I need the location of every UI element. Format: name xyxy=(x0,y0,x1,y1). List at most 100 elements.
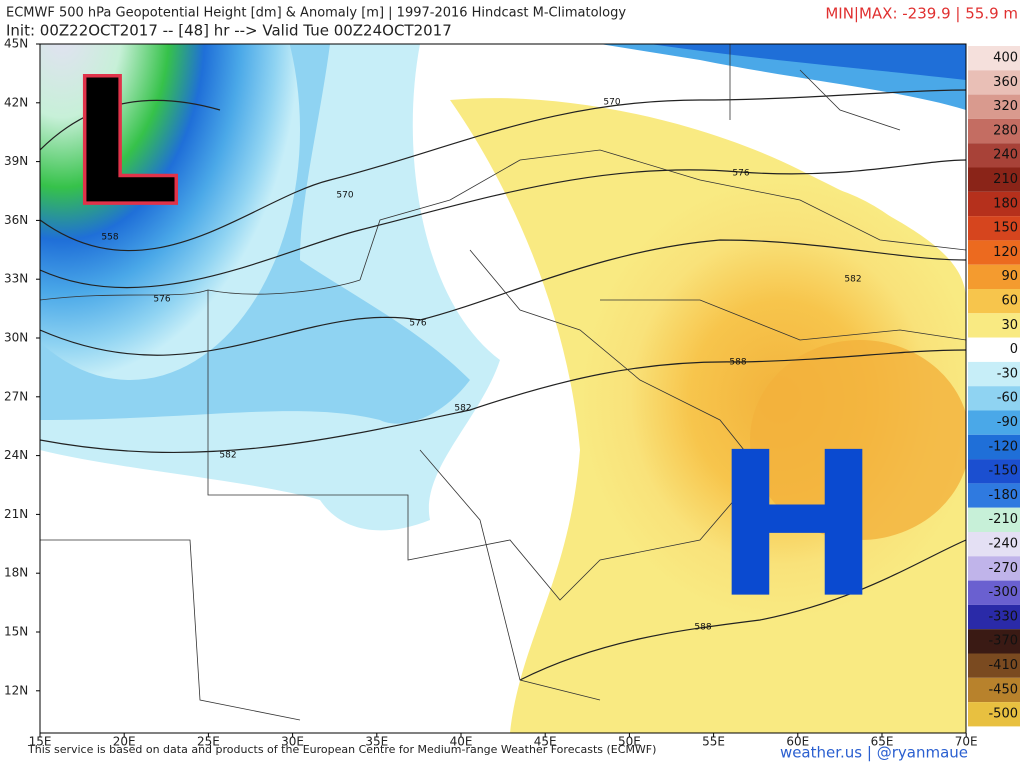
colorbar-swatch xyxy=(968,604,1020,630)
lon-label: 45E xyxy=(534,735,557,749)
credit: weather.us | @ryanmaue xyxy=(780,744,968,762)
colorbar-label: 210 xyxy=(993,172,1018,187)
lat-label: 36N xyxy=(4,213,28,227)
colorbar-swatch xyxy=(968,629,1020,654)
colorbar-swatch xyxy=(968,507,1020,532)
colorbar-label: -330 xyxy=(988,609,1018,624)
colorbar-swatch xyxy=(968,264,1020,289)
lat-label: 30N xyxy=(4,331,28,345)
lon-label: 50E xyxy=(618,735,641,749)
title: ECMWF 500 hPa Geopotential Height [dm] &… xyxy=(6,6,626,21)
colorbar-label: -120 xyxy=(988,439,1018,454)
contour-label: 570 xyxy=(336,191,353,201)
colorbar-label: -180 xyxy=(988,488,1018,503)
colorbar-label: 400 xyxy=(993,51,1018,66)
colorbar-label: -240 xyxy=(988,537,1018,552)
colorbar-label: -270 xyxy=(988,561,1018,576)
colorbar-swatch xyxy=(968,313,1020,338)
contour-label: 582 xyxy=(219,451,236,461)
lon-label: 35E xyxy=(365,735,388,749)
colorbar-swatch xyxy=(968,459,1020,484)
colorbar-swatch xyxy=(968,240,1020,265)
colorbar-label: -500 xyxy=(988,707,1018,722)
colorbar-label: 150 xyxy=(993,221,1018,236)
high-marker: H xyxy=(713,410,880,643)
colorbar-swatch xyxy=(968,289,1020,314)
colorbar-swatch xyxy=(968,118,1020,144)
colorbar-swatch xyxy=(968,677,1020,703)
colorbar-swatch xyxy=(968,70,1020,95)
colorbar-swatch xyxy=(968,191,1020,217)
lat-label: 39N xyxy=(4,154,28,168)
colorbar-swatch xyxy=(968,483,1020,508)
colorbar-swatch xyxy=(968,216,1020,241)
colorbar-label: -90 xyxy=(997,415,1018,430)
disclaimer: This service is based on data and produc… xyxy=(27,743,656,756)
colorbar-label: -410 xyxy=(988,658,1018,673)
contour-label: 576 xyxy=(409,319,426,329)
lon-label: 25E xyxy=(197,735,220,749)
colorbar-label: 60 xyxy=(1001,294,1018,309)
lon-label: 70E xyxy=(955,735,978,749)
lat-label: 33N xyxy=(4,272,28,286)
colorbar-label: -210 xyxy=(988,512,1018,527)
init-time: Init: 00Z22OCT2017 -- [48] hr --> Valid … xyxy=(6,22,452,40)
contour-label: 582 xyxy=(454,404,471,414)
colorbar-label: 30 xyxy=(1001,318,1018,333)
colorbar-label: -30 xyxy=(997,366,1018,381)
lon-label: 20E xyxy=(113,735,136,749)
contour-label: 588 xyxy=(694,623,711,633)
lat-label: 24N xyxy=(4,448,28,462)
contour-label: 558 xyxy=(101,233,118,243)
colorbar-swatch xyxy=(968,94,1020,119)
lat-label: 27N xyxy=(4,389,28,403)
colorbar-label: 0 xyxy=(1010,342,1018,357)
colorbar-swatch xyxy=(968,410,1020,435)
min-max: MIN|MAX: -239.9 | 55.9 m xyxy=(825,5,1018,23)
colorbar-swatch xyxy=(968,167,1020,192)
colorbar-label: 120 xyxy=(993,245,1018,260)
contour-label: 588 xyxy=(729,358,746,368)
contour-label: 582 xyxy=(844,275,861,285)
lat-label: 45N xyxy=(4,37,28,51)
colorbar-label: -150 xyxy=(988,464,1018,479)
colorbar-swatch xyxy=(968,46,1020,71)
colorbar-swatch xyxy=(968,653,1020,678)
colorbar-label: 180 xyxy=(993,196,1018,211)
colorbar-swatch xyxy=(968,434,1020,460)
colorbar-swatch xyxy=(968,143,1020,168)
colorbar-label: 240 xyxy=(993,148,1018,163)
colorbar-label: 320 xyxy=(993,99,1018,114)
map-area xyxy=(40,44,966,733)
colorbar-label: 360 xyxy=(993,75,1018,90)
contour-label: 576 xyxy=(153,295,170,305)
colorbar-swatch xyxy=(968,361,1020,387)
colorbar-label: -450 xyxy=(988,682,1018,697)
colorbar-label: 280 xyxy=(993,123,1018,138)
lon-label: 60E xyxy=(786,735,809,749)
lat-label: 15N xyxy=(4,625,28,639)
lon-label: 15E xyxy=(29,735,52,749)
colorbar-label: -370 xyxy=(988,634,1018,649)
lon-label: 65E xyxy=(871,735,894,749)
lon-label: 40E xyxy=(450,735,473,749)
map-frame xyxy=(39,43,967,734)
contour-label: 576 xyxy=(732,169,749,179)
lat-label: 18N xyxy=(4,566,28,580)
colorbar-swatch xyxy=(968,337,1020,362)
lon-label: 30E xyxy=(281,735,304,749)
low-marker: L xyxy=(71,44,179,242)
colorbar-swatch xyxy=(968,580,1020,605)
colorbar-label: -60 xyxy=(997,391,1018,406)
contour-label: 570 xyxy=(603,98,620,108)
colorbar-label: -300 xyxy=(988,585,1018,600)
lat-label: 21N xyxy=(4,507,28,521)
colorbar-swatch xyxy=(968,702,1020,727)
lon-label: 55E xyxy=(702,735,725,749)
colorbar-label: 90 xyxy=(1001,269,1018,284)
colorbar-swatch xyxy=(968,556,1020,581)
colorbar-swatch xyxy=(968,386,1020,411)
colorbar-swatch xyxy=(968,532,1020,557)
lat-label: 12N xyxy=(4,683,28,697)
